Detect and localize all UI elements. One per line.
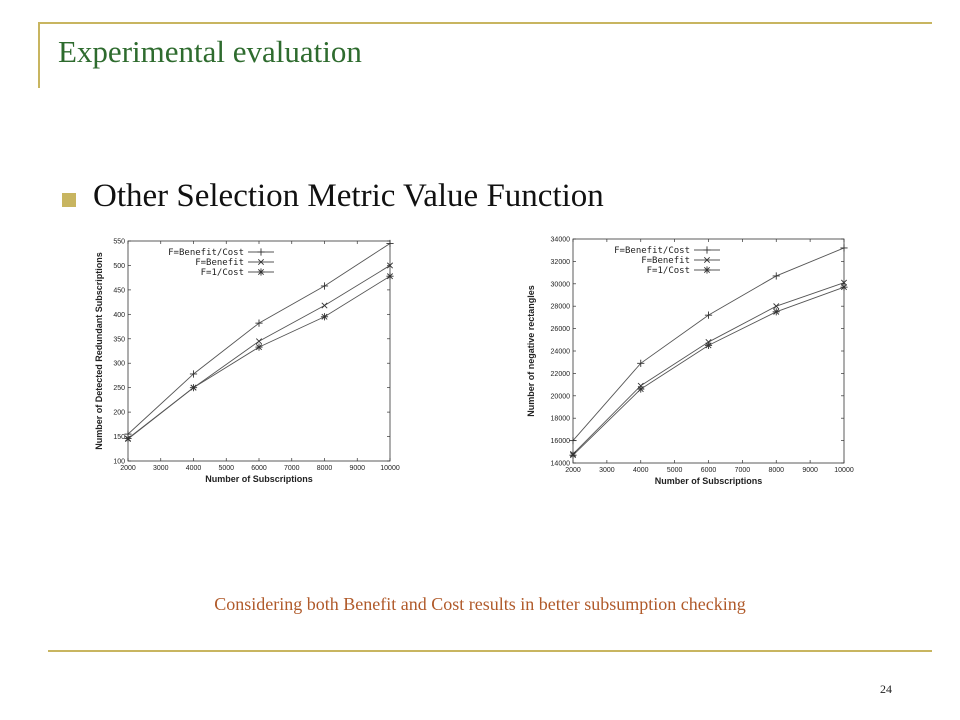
x-tick-label: 6000 (251, 465, 267, 472)
data-point (840, 279, 848, 286)
data-point (569, 451, 577, 459)
bottom-divider (48, 650, 932, 652)
left-accent-bar (38, 22, 40, 88)
legend-marker (257, 248, 265, 256)
series-line-3 (127, 275, 391, 439)
data-point (772, 272, 780, 280)
legend-marker (257, 268, 265, 276)
y-tick-label: 34000 (551, 237, 571, 244)
series-line-2 (127, 265, 391, 440)
y-tick-label: 16000 (551, 438, 571, 445)
y-tick-label: 100 (113, 459, 125, 466)
y-tick-label: 24000 (551, 349, 571, 356)
data-point (255, 343, 263, 351)
y-tick-label: 300 (113, 361, 125, 368)
y-tick-label: 28000 (551, 304, 571, 311)
y-tick-label: 22000 (551, 371, 571, 378)
chart-negative-rectangles: 2000 3000 4000 5000 6000 7000 8000 9000 10000 140… (526, 228, 856, 496)
x-tick-label: 10000 (380, 465, 400, 472)
data-point (386, 262, 394, 269)
x-axis-label: Number of Subscriptions (655, 476, 763, 486)
x-tick-label: 2000 (120, 465, 136, 472)
x-tick-label: 3000 (599, 467, 615, 474)
slide-title: Experimental evaluation (58, 34, 362, 69)
data-point (637, 359, 645, 367)
x-tick-label: 7000 (284, 465, 300, 472)
legend-label: F=Benefit (641, 256, 690, 266)
series-line-2 (572, 282, 845, 455)
x-tick-label: 9000 (349, 465, 365, 472)
data-point (255, 338, 263, 345)
data-point (321, 302, 328, 309)
x-axis-label: Number of Subscriptions (205, 474, 313, 484)
y-tick-label: 20000 (551, 393, 571, 400)
data-point (637, 385, 645, 393)
y-tick-label: 14000 (551, 461, 571, 468)
data-point (772, 308, 780, 316)
legend-label: F=Benefit/Cost (614, 246, 690, 256)
legend-marker (703, 256, 711, 264)
chart-svg-left: 2000 3000 4000 5000 6000 7000 8000 9000 10000 100… (94, 239, 400, 485)
x-tick-label: 7000 (735, 467, 751, 474)
data-point (124, 434, 132, 443)
y-tick-label: 200 (113, 410, 125, 417)
x-tick-label: 9000 (802, 467, 818, 474)
x-tick-label: 10000 (834, 467, 854, 474)
y-axis-label: Number of Detected Redundant Subscriptio… (94, 252, 104, 450)
x-tick-label: 4000 (186, 465, 202, 472)
y-tick-label: 550 (113, 239, 125, 246)
x-tick-label: 5000 (667, 467, 683, 474)
y-tick-label: 500 (113, 263, 125, 270)
legend-label: F=Benefit/Cost (168, 248, 244, 258)
data-point (255, 319, 263, 327)
legend-label: F=1/Cost (647, 266, 690, 276)
x-tick-label: 8000 (768, 467, 784, 474)
y-tick-label: 450 (113, 287, 125, 294)
y-tick-label: 30000 (551, 281, 571, 288)
legend-marker (703, 246, 711, 254)
chart-svg-right: 2000 3000 4000 5000 6000 7000 8000 9000 10000 140… (526, 237, 854, 487)
legend-label: F=Benefit (195, 258, 244, 268)
data-point (320, 313, 329, 321)
data-point (773, 303, 780, 310)
data-point (840, 244, 848, 252)
legend-marker (257, 258, 265, 266)
x-tick-label: 3000 (153, 465, 169, 472)
x-tick-label: 6000 (701, 467, 717, 474)
plot-area (572, 238, 845, 464)
bullet-text: Other Selection Metric Value Function (93, 178, 604, 214)
y-tick-label: 18000 (551, 416, 571, 423)
x-tick-label: 8000 (317, 465, 333, 472)
x-tick-label: 4000 (633, 467, 649, 474)
data-point (840, 283, 848, 291)
data-point (189, 384, 198, 392)
chart-detected-redundant: 2000 3000 4000 5000 6000 7000 8000 9000 10000 100… (94, 228, 408, 492)
data-point (569, 437, 577, 445)
x-tick-label: 2000 (565, 467, 581, 474)
bullet-square-icon (62, 193, 76, 207)
y-tick-label: 400 (113, 312, 125, 319)
data-point (189, 370, 198, 378)
y-tick-label: 32000 (551, 259, 571, 266)
data-point (386, 272, 394, 280)
y-tick-label: 26000 (551, 326, 571, 333)
data-point (704, 341, 713, 349)
x-tick-label: 5000 (218, 465, 234, 472)
y-tick-label: 250 (113, 385, 125, 392)
data-point (704, 311, 713, 319)
data-point (386, 239, 394, 248)
page-number: 24 (880, 682, 892, 696)
y-tick-label: 350 (113, 336, 125, 343)
top-divider (38, 22, 932, 24)
data-point (320, 282, 329, 290)
y-axis-label: Number of negative rectangles (526, 285, 536, 417)
legend-marker (703, 266, 711, 274)
legend-label: F=1/Cost (201, 268, 244, 278)
slide-caption: Considering both Benefit and Cost result… (214, 594, 746, 614)
y-tick-label: 150 (113, 434, 125, 441)
